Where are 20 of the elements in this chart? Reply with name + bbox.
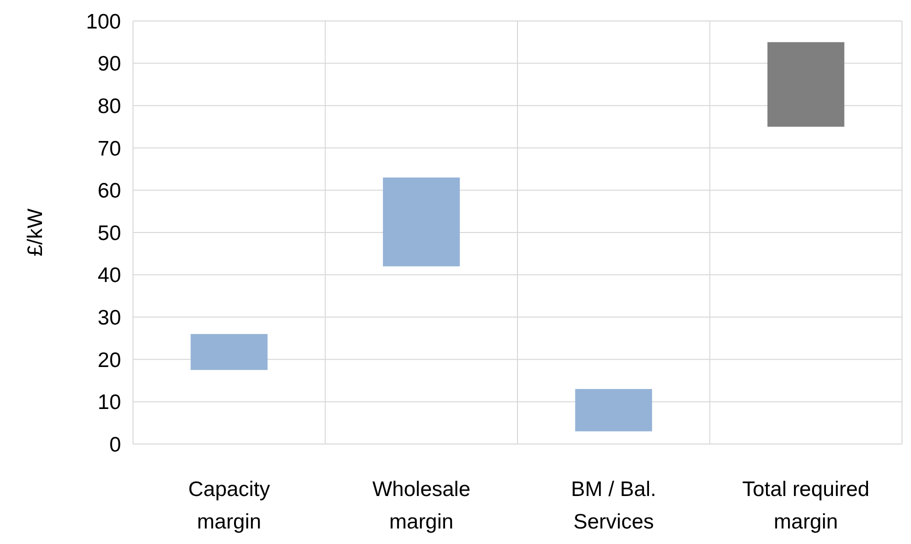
x-tick-label: Total required margin: [742, 478, 870, 534]
y-tick-label: 100: [86, 10, 121, 34]
x-tick-label: Capacity margin: [188, 478, 270, 534]
bar: [382, 178, 460, 266]
x-tick-label: BM / Bal. Services: [571, 478, 656, 534]
y-tick-label: 20: [98, 348, 121, 372]
bar: [575, 389, 652, 432]
y-tick-label: 40: [98, 264, 121, 288]
y-tick-label: 70: [98, 137, 121, 160]
y-tick-label: 80: [98, 94, 121, 118]
x-tick-label: Wholesale margin: [372, 478, 470, 534]
bar: [190, 334, 268, 370]
bar: [767, 42, 844, 127]
y-tick-label: 60: [98, 180, 121, 203]
y-tick-label: 90: [98, 52, 121, 76]
y-tick-label: 50: [98, 222, 121, 245]
y-tick-label: 30: [98, 306, 121, 330]
y-tick-label: 0: [109, 433, 121, 456]
y-tick-label: 10: [98, 391, 121, 414]
y-axis-title: £/kW: [24, 208, 47, 256]
